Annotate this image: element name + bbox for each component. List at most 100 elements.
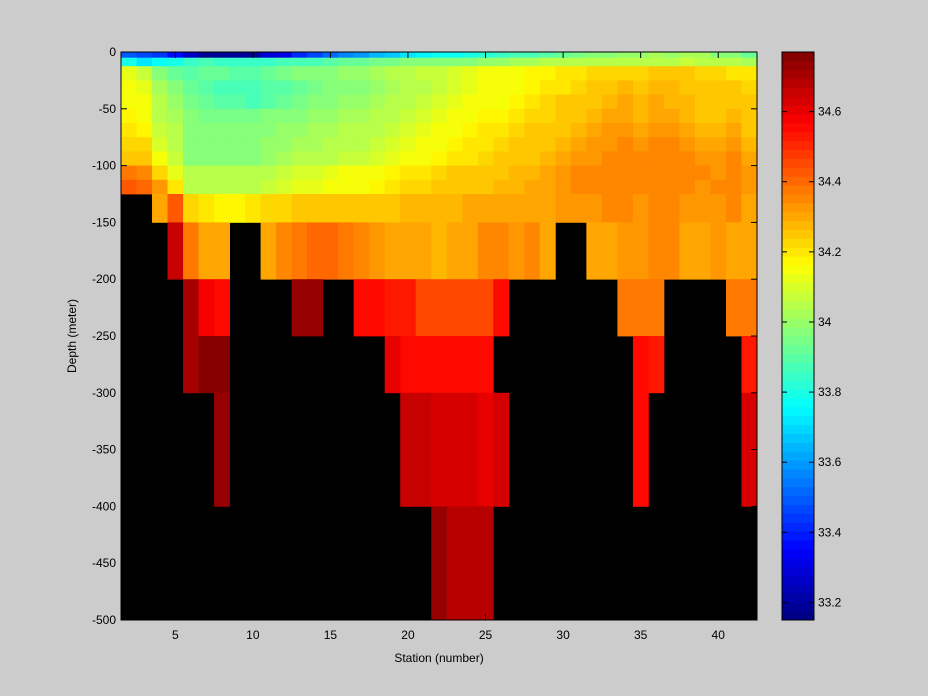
heatmap-cell <box>524 52 541 59</box>
heatmap-cell <box>400 123 417 138</box>
heatmap-cell <box>369 94 386 110</box>
colorbar-level <box>782 327 814 337</box>
heatmap-cell <box>152 137 168 152</box>
heatmap-cell <box>214 336 230 394</box>
heatmap-cells <box>121 52 758 621</box>
colorbar-tick-label: 34.6 <box>818 105 842 119</box>
heatmap-cell <box>400 151 417 166</box>
colorbar-level <box>782 273 814 284</box>
colorbar-level <box>782 220 814 230</box>
heatmap-cell <box>663 222 680 280</box>
heatmap-cell <box>617 57 634 67</box>
heatmap-cell <box>493 222 510 280</box>
y-tick-label: -100 <box>92 159 116 173</box>
heatmap-cell <box>555 179 572 195</box>
heatmap-cell <box>431 222 448 280</box>
heatmap-cell <box>291 151 308 166</box>
heatmap-cell <box>555 137 572 152</box>
colorbar-level <box>782 407 814 417</box>
heatmap-cell <box>353 52 370 59</box>
heatmap-cell <box>338 123 355 138</box>
heatmap-cell <box>617 108 634 124</box>
colorbar-level <box>782 176 814 186</box>
heatmap-cell <box>198 165 215 181</box>
heatmap-cell <box>322 179 339 195</box>
heatmap-cell <box>446 52 463 59</box>
heatmap-cell <box>632 165 649 181</box>
heatmap-cell <box>353 279 370 337</box>
heatmap-cell <box>307 222 324 280</box>
heatmap-cell <box>648 279 665 337</box>
heatmap-cell <box>415 279 432 337</box>
colorbar-level <box>782 256 814 266</box>
heatmap-cell <box>276 222 293 280</box>
heatmap-cell <box>415 52 432 59</box>
y-tick-label: -450 <box>92 556 116 570</box>
colorbar-level <box>782 557 814 568</box>
heatmap-cell <box>431 94 448 110</box>
heatmap-cell <box>710 222 727 280</box>
heatmap-cell <box>431 165 448 181</box>
heatmap-cell <box>539 66 556 81</box>
heatmap-cell <box>384 57 401 67</box>
heatmap-cell <box>260 179 277 195</box>
heatmap-cell <box>338 80 355 95</box>
heatmap-cell <box>601 222 618 280</box>
colorbar-level <box>782 380 814 390</box>
heatmap-cell <box>555 66 572 81</box>
heatmap-cell <box>322 151 339 166</box>
heatmap-cell <box>477 194 494 223</box>
colorbar-level <box>782 87 814 97</box>
y-tick-label: 0 <box>109 45 116 59</box>
heatmap-cell <box>260 108 277 124</box>
heatmap-cell <box>338 222 355 280</box>
heatmap-cell <box>400 108 417 124</box>
heatmap-cell <box>384 279 401 337</box>
heatmap-cell <box>415 94 432 110</box>
heatmap-cell <box>741 194 758 223</box>
heatmap-cell <box>121 108 137 124</box>
heatmap-cell <box>384 151 401 166</box>
heatmap-cell <box>586 151 603 166</box>
heatmap-cell <box>431 336 448 394</box>
heatmap-cell <box>369 194 386 223</box>
heatmap-cell <box>694 165 711 181</box>
heatmap-cell <box>694 108 711 124</box>
heatmap-cell <box>229 151 246 166</box>
heatmap-cell <box>198 123 215 138</box>
heatmap-cell <box>214 80 230 95</box>
heatmap-cell <box>462 137 479 152</box>
heatmap-cell <box>400 165 417 181</box>
heatmap-cell <box>229 137 246 152</box>
heatmap-cell <box>446 165 463 181</box>
heatmap-cell <box>586 137 603 152</box>
heatmap-cell <box>694 222 711 280</box>
heatmap-cell <box>198 194 215 223</box>
heatmap-cell <box>136 52 153 59</box>
heatmap-cell <box>446 222 463 280</box>
heatmap-cell <box>493 165 510 181</box>
heatmap-cell <box>338 165 355 181</box>
heatmap-cell <box>493 151 510 166</box>
heatmap-cell <box>446 108 463 124</box>
heatmap-cell <box>493 179 510 195</box>
heatmap-cell <box>229 66 246 81</box>
heatmap-cell <box>632 137 649 152</box>
heatmap-cell <box>353 165 370 181</box>
heatmap-cell <box>260 165 277 181</box>
heatmap-cell <box>648 94 665 110</box>
heatmap-cell <box>291 123 308 138</box>
heatmap-cell <box>245 66 262 81</box>
heatmap-cell <box>601 179 618 195</box>
heatmap-cell <box>508 94 525 110</box>
heatmap-cell <box>493 66 510 81</box>
heatmap-cell <box>198 108 215 124</box>
heatmap-cell <box>694 57 711 67</box>
heatmap-cell <box>214 194 230 223</box>
heatmap-cell <box>586 108 603 124</box>
colorbar-level <box>782 309 814 319</box>
heatmap-cell <box>570 108 587 124</box>
heatmap-cell <box>725 279 742 337</box>
heatmap-cell <box>136 151 153 166</box>
heatmap-cell <box>307 80 324 95</box>
